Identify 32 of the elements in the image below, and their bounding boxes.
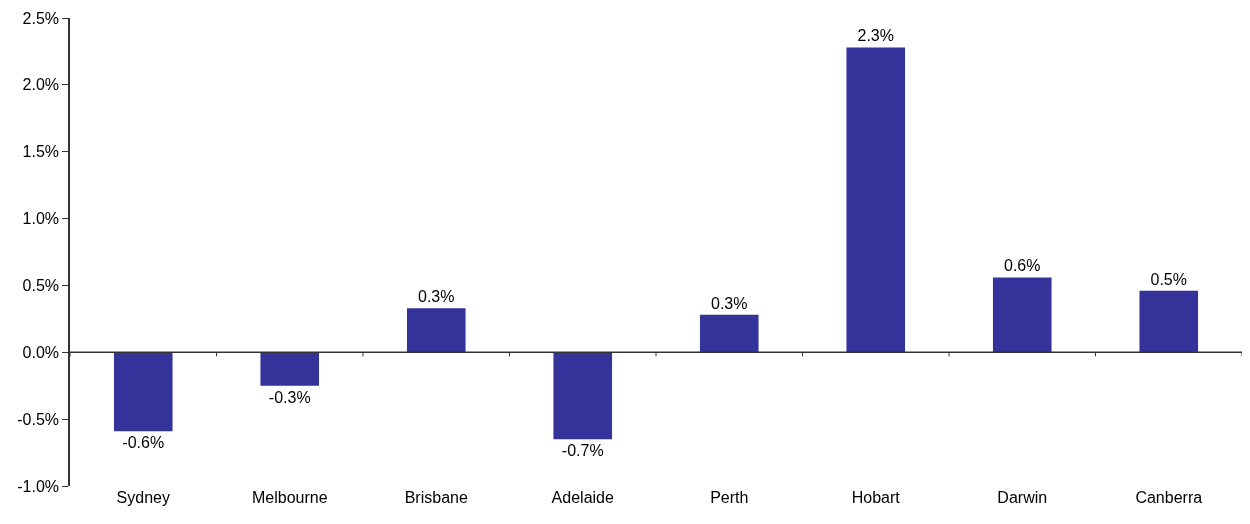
data-label: -0.3% [268,388,311,406]
x-tick-label: Melbourne [251,489,328,506]
data-label: 0.5% [1150,270,1187,288]
y-tick-label: 2.0% [22,76,60,94]
bar [846,47,906,353]
bar [113,352,173,432]
y-tick-label: -1.0% [17,477,60,495]
y-tick-label: 1.5% [22,143,60,161]
data-label: 2.3% [857,27,894,45]
y-tick-label: 0.0% [22,343,60,361]
y-tick-label: 1.0% [22,210,60,228]
data-label: -0.6% [122,434,165,452]
x-tick-label: Canberra [1135,489,1203,506]
bar [699,314,759,353]
bar [992,277,1052,353]
x-tick-label: Perth [710,489,749,506]
data-label: 0.3% [418,288,455,306]
x-tick-label: Darwin [997,489,1048,506]
bar [260,352,320,386]
x-tick-label: Hobart [851,489,901,506]
data-label: 0.3% [711,294,748,312]
y-tick-label: 2.5% [22,9,60,27]
x-tick-label: Sydney [116,489,170,506]
bar [1139,290,1199,353]
bar [406,308,466,353]
y-tick-label: 0.5% [22,277,60,295]
x-tick-label: Adelaide [551,489,614,506]
data-label: 0.6% [1004,257,1041,275]
x-tick-label: Brisbane [404,489,468,506]
y-tick-label: -0.5% [17,410,60,428]
data-label: -0.7% [561,442,604,460]
bar [553,352,613,440]
